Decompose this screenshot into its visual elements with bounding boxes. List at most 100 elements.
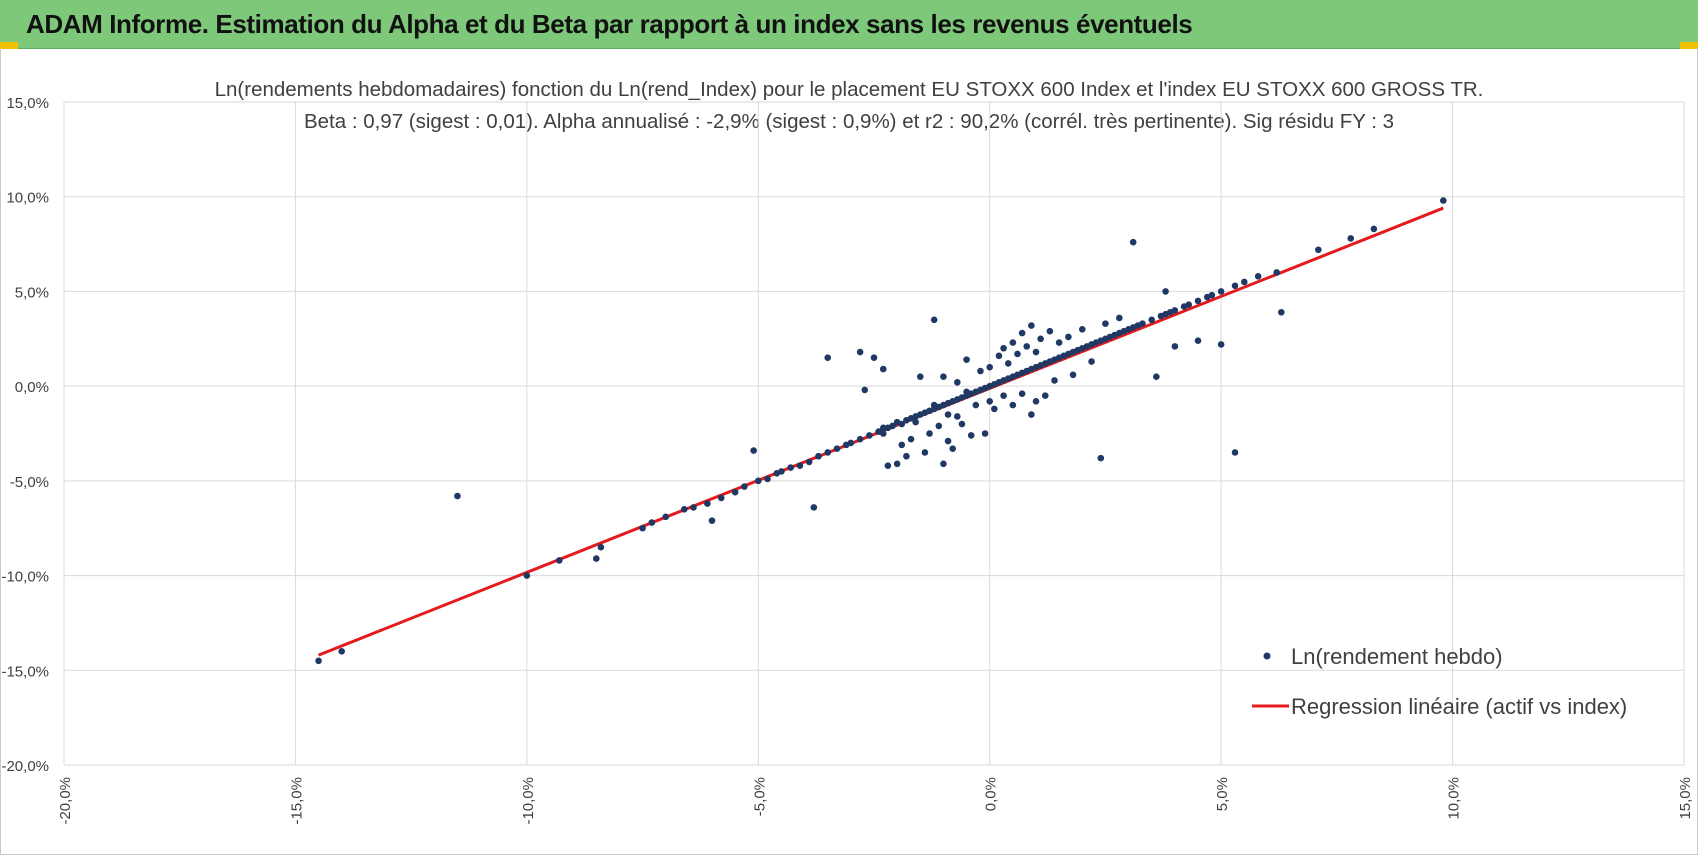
scatter-point — [1009, 339, 1017, 346]
scatter-point — [954, 413, 961, 420]
scatter-point — [1347, 235, 1355, 242]
scatter-point — [912, 418, 919, 426]
x-tick-label: 0,0% — [983, 777, 1000, 811]
corner-marker-left — [0, 42, 18, 49]
scatter-point — [903, 452, 910, 460]
scatter-point — [805, 458, 813, 466]
x-tick-label: -10,0% — [520, 777, 537, 825]
scatter-point — [1129, 238, 1137, 246]
scatter-point — [1046, 327, 1054, 335]
scatter-point — [708, 517, 716, 524]
scatter-point — [1009, 401, 1017, 409]
scatter-point — [954, 379, 961, 386]
scatter-points — [315, 197, 1447, 665]
scatter-point — [940, 460, 947, 468]
scatter-point — [592, 555, 600, 562]
scatter-point — [995, 352, 1003, 360]
y-tick-label: -20,0% — [1, 758, 49, 775]
scatter-point — [972, 401, 980, 409]
y-tick-label: -15,0% — [1, 663, 49, 680]
x-tick-label: 10,0% — [1446, 777, 1463, 820]
scatter-point — [1018, 329, 1026, 337]
scatter-point — [879, 424, 887, 432]
scatter-point — [856, 435, 864, 443]
scatter-point — [1097, 454, 1105, 462]
y-tick-label: 5,0% — [15, 284, 49, 301]
scatter-point — [1171, 307, 1179, 314]
scatter-point — [690, 504, 697, 511]
y-tick-label: 10,0% — [6, 190, 49, 207]
scatter-point — [1116, 314, 1123, 322]
scatter-point — [1037, 335, 1044, 343]
scatter-point — [1055, 339, 1063, 346]
scatter-point — [1194, 337, 1202, 344]
scatter-point — [1273, 269, 1280, 276]
scatter-point — [1240, 278, 1248, 286]
scatter-point — [949, 445, 956, 452]
y-tick-label: -10,0% — [1, 569, 49, 586]
scatter-point — [1032, 348, 1040, 356]
scatter-point — [870, 354, 878, 362]
scatter-point — [704, 500, 711, 507]
scatter-point — [1153, 373, 1160, 380]
gridlines — [63, 101, 1685, 766]
scatter-point — [1000, 392, 1007, 399]
x-tick-label: -20,0% — [57, 777, 74, 825]
scatter-point — [889, 422, 896, 430]
scatter-point — [986, 397, 994, 405]
scatter-point — [1014, 350, 1021, 358]
scatter-point — [1041, 392, 1049, 399]
scatter-point — [741, 483, 748, 490]
report-title: ADAM Informe. Estimation du Alpha et du … — [26, 9, 1193, 39]
scatter-point — [597, 543, 605, 551]
corner-marker-right — [1680, 42, 1698, 49]
x-axis: -20,0% -15,0% -10,0% -5,0% 0,0% 5,0% 10,0% 15,0… — [57, 777, 1694, 825]
scatter-point — [824, 449, 832, 456]
y-tick-label: 0,0% — [15, 379, 49, 396]
scatter-point — [1028, 411, 1035, 418]
scatter-point — [810, 504, 818, 511]
x-tick-label: 5,0% — [1214, 777, 1231, 811]
scatter-point — [1148, 316, 1156, 324]
scatter-point — [1162, 288, 1169, 295]
scatter-point — [1440, 197, 1447, 204]
scatter-point — [1254, 272, 1262, 280]
scatter-point — [717, 494, 725, 502]
chart-title: Ln(rendements hebdomadaires) fonction du… — [215, 78, 1484, 101]
scatter-point — [884, 462, 892, 470]
scatter-point — [315, 657, 322, 665]
scatter-point — [662, 513, 670, 521]
scatter-point — [1217, 288, 1225, 295]
scatter-point — [986, 363, 994, 371]
scatter-point — [648, 519, 656, 526]
scatter-point — [338, 648, 346, 655]
scatter-point — [1051, 377, 1058, 384]
scatter-point — [1078, 326, 1086, 333]
scatter-point — [1185, 301, 1193, 308]
scatter-point — [1315, 246, 1322, 254]
scatter-point — [639, 524, 646, 532]
scatter-point — [926, 430, 933, 437]
scatter-point — [916, 373, 924, 380]
scatter-point — [898, 441, 906, 449]
scatter-point — [1032, 397, 1040, 405]
scatter-point — [1139, 320, 1146, 327]
scatter-point — [940, 373, 947, 380]
scatter-point — [967, 432, 975, 439]
scatter-point — [921, 449, 929, 456]
scatter-point — [907, 435, 915, 443]
y-tick-label: 15,0% — [6, 95, 49, 112]
scatter-point — [778, 468, 785, 475]
scatter-point — [1023, 343, 1031, 350]
scatter-point — [1370, 225, 1378, 233]
scatter-point — [824, 354, 832, 362]
scatter-point — [750, 447, 757, 454]
scatter-point — [861, 386, 869, 394]
scatter-point — [866, 432, 873, 439]
x-tick-label: 15,0% — [1677, 777, 1694, 820]
scatter-point — [796, 462, 804, 470]
scatter-point — [879, 430, 887, 437]
scatter-point — [1088, 358, 1095, 365]
scatter-point — [991, 405, 998, 413]
